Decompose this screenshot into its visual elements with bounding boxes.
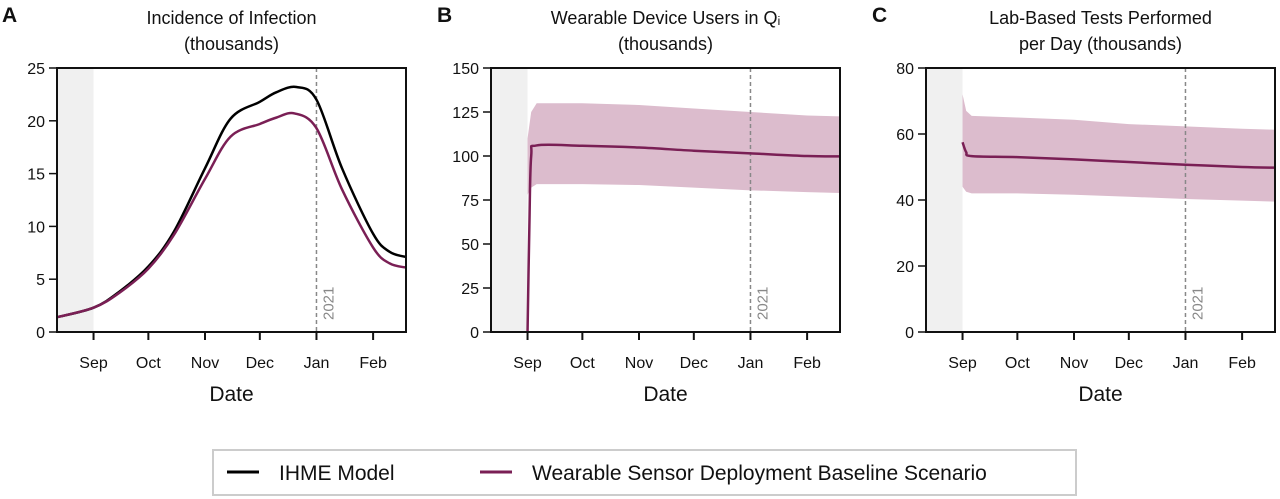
chart-title: (thousands) <box>618 34 713 54</box>
shaded-region <box>926 68 963 332</box>
shaded-region <box>57 68 94 332</box>
panel-B: B Wearable Device Users in Qᵢ (thousands) 2… <box>437 4 841 406</box>
y-tick-label: 125 <box>452 105 479 122</box>
series-line-wearable <box>56 111 407 319</box>
legend-label: Wearable Sensor Deployment Baseline Scen… <box>532 462 987 485</box>
panel-label: A <box>2 4 17 27</box>
x-tick-label: Oct <box>136 355 161 372</box>
x-tick-label: Dec <box>1115 355 1143 372</box>
panel-C: C Lab-Based Tests Performed per Day (thous… <box>872 4 1276 406</box>
confidence-band <box>962 94 1275 202</box>
legend-box <box>212 449 1077 496</box>
panel-label: C <box>872 4 887 27</box>
year-marker-label: 2021 <box>1189 287 1206 320</box>
y-tick-label: 0 <box>470 325 479 342</box>
panel-label: B <box>437 4 452 27</box>
x-tick-label: Sep <box>513 355 542 372</box>
y-tick-label: 150 <box>452 61 479 78</box>
y-tick-label: 50 <box>461 237 479 254</box>
y-tick-label: 100 <box>452 149 479 166</box>
x-tick-label: Dec <box>246 355 274 372</box>
shaded-region <box>491 68 528 332</box>
series-line-wearable <box>526 143 841 333</box>
plot-frame <box>56 67 407 333</box>
x-tick-label: Feb <box>1228 355 1256 372</box>
series-line-ihme <box>56 85 407 319</box>
y-tick-label: 80 <box>896 61 914 78</box>
x-tick-label: Nov <box>625 355 653 372</box>
panel-A: A Incidence of Infection (thousands) 2021 0 5… <box>2 4 407 406</box>
year-marker-label: 2021 <box>320 287 337 320</box>
x-tick-label: Oct <box>570 355 595 372</box>
y-tick-label: 20 <box>27 114 45 131</box>
chart-title: Wearable Device Users in Qᵢ <box>551 8 781 28</box>
year-marker-label: 2021 <box>754 287 771 320</box>
y-tick-label: 0 <box>36 325 45 342</box>
x-tick-label: Oct <box>1005 355 1030 372</box>
y-tick-label: 15 <box>27 167 45 184</box>
x-tick-label: Dec <box>680 355 708 372</box>
y-tick-label: 20 <box>896 259 914 276</box>
x-tick-label: Jan <box>738 355 764 372</box>
y-tick-label: 0 <box>905 325 914 342</box>
x-tick-label: Jan <box>304 355 330 372</box>
legend: IHME Model Wearable Sensor Deployment Bas… <box>212 449 1077 496</box>
legend-label: IHME Model <box>279 462 395 485</box>
x-tick-label: Jan <box>1173 355 1199 372</box>
y-tick-label: 60 <box>896 127 914 144</box>
y-tick-label: 40 <box>896 193 914 210</box>
x-tick-label: Sep <box>79 355 108 372</box>
x-axis-label: Date <box>1078 383 1122 406</box>
y-tick-label: 25 <box>27 61 45 78</box>
y-tick-label: 10 <box>27 219 45 236</box>
chart-title: Incidence of Infection <box>146 8 316 28</box>
x-tick-label: Feb <box>359 355 387 372</box>
y-tick-label: 75 <box>461 193 479 210</box>
x-axis-label: Date <box>643 383 687 406</box>
chart-title: per Day (thousands) <box>1019 34 1182 54</box>
y-tick-label: 25 <box>461 281 479 298</box>
x-tick-label: Feb <box>793 355 821 372</box>
chart-title: Lab-Based Tests Performed <box>989 8 1212 28</box>
y-tick-label: 5 <box>36 272 45 289</box>
x-tick-label: Nov <box>191 355 219 372</box>
x-axis-label: Date <box>209 383 253 406</box>
chart-title: (thousands) <box>184 34 279 54</box>
x-tick-label: Nov <box>1060 355 1088 372</box>
x-tick-label: Sep <box>948 355 977 372</box>
series-line-wearable <box>961 141 1276 169</box>
